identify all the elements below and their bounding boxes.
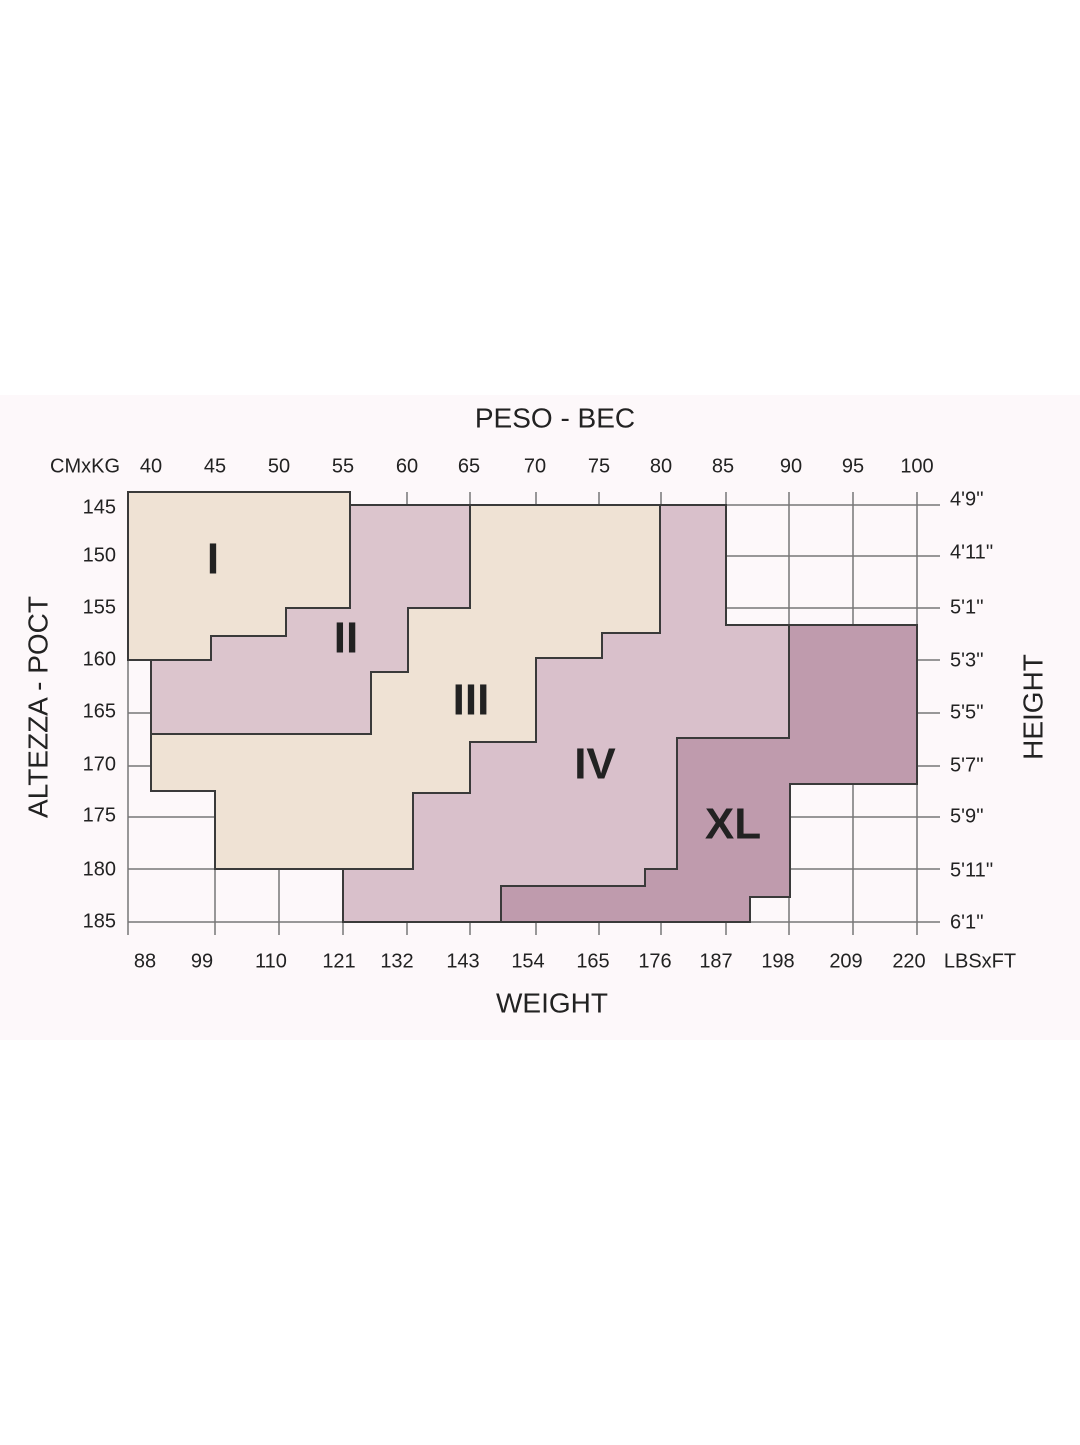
lbs-unit: LBSxFT: [944, 950, 1016, 972]
kg-label: 50: [268, 455, 290, 477]
cm-label: 145: [83, 496, 116, 518]
cm-label: 160: [83, 648, 116, 670]
right-title: HEIGHT: [1017, 654, 1048, 760]
kg-label: 75: [588, 455, 610, 477]
lbs-label: 176: [638, 950, 671, 972]
kg-label: 85: [712, 455, 734, 477]
ft-label: 5'9'': [950, 805, 984, 827]
ft-label: 5'7'': [950, 754, 984, 776]
left-title: ALTEZZA - POCT: [22, 596, 53, 818]
kg-label: 60: [396, 455, 418, 477]
cm-label: 185: [83, 910, 116, 932]
ft-label: 5'1'': [950, 596, 984, 618]
ft-label: 5'11'': [950, 859, 993, 881]
ft-label: 4'9'': [950, 488, 984, 510]
corner-label: CMxKG: [50, 455, 120, 477]
lbs-label: 154: [511, 950, 544, 972]
kg-label: 95: [842, 455, 864, 477]
kg-label: 100: [900, 455, 933, 477]
kg-label: 55: [332, 455, 354, 477]
ft-label: 5'3'': [950, 649, 984, 671]
lbs-label: 209: [829, 950, 862, 972]
lbs-label: 187: [699, 950, 732, 972]
lbs-label: 121: [322, 950, 355, 972]
region-xl: [500, 624, 918, 923]
kg-label: 80: [650, 455, 672, 477]
size-label: II: [334, 614, 358, 663]
cm-label: 170: [83, 753, 116, 775]
size-label: XL: [705, 800, 761, 849]
cm-label: 150: [83, 544, 116, 566]
ft-label: 5'5'': [950, 701, 984, 723]
size-label: I: [207, 535, 219, 584]
size-label: IV: [574, 740, 616, 789]
cm-label: 180: [83, 858, 116, 880]
kg-label: 90: [780, 455, 802, 477]
lbs-label: 88: [134, 950, 156, 972]
size-label: III: [453, 676, 490, 725]
kg-label: 65: [458, 455, 480, 477]
kg-label: 70: [524, 455, 546, 477]
bottom-title: WEIGHT: [496, 987, 608, 1018]
lbs-label: 143: [446, 950, 479, 972]
ft-label: 4'11'': [950, 541, 993, 563]
lbs-label: 165: [576, 950, 609, 972]
lbs-label: 220: [892, 950, 925, 972]
cm-label: 155: [83, 596, 116, 618]
lbs-label: 99: [191, 950, 213, 972]
cm-label: 165: [83, 700, 116, 722]
cm-label: 175: [83, 804, 116, 826]
lbs-label: 198: [761, 950, 794, 972]
kg-label: 40: [140, 455, 162, 477]
kg-label: 45: [204, 455, 226, 477]
ft-label: 6'1'': [950, 911, 984, 933]
lbs-label: 132: [380, 950, 413, 972]
top-title: PESO - BEC: [475, 402, 635, 433]
lbs-label: 110: [255, 950, 287, 972]
